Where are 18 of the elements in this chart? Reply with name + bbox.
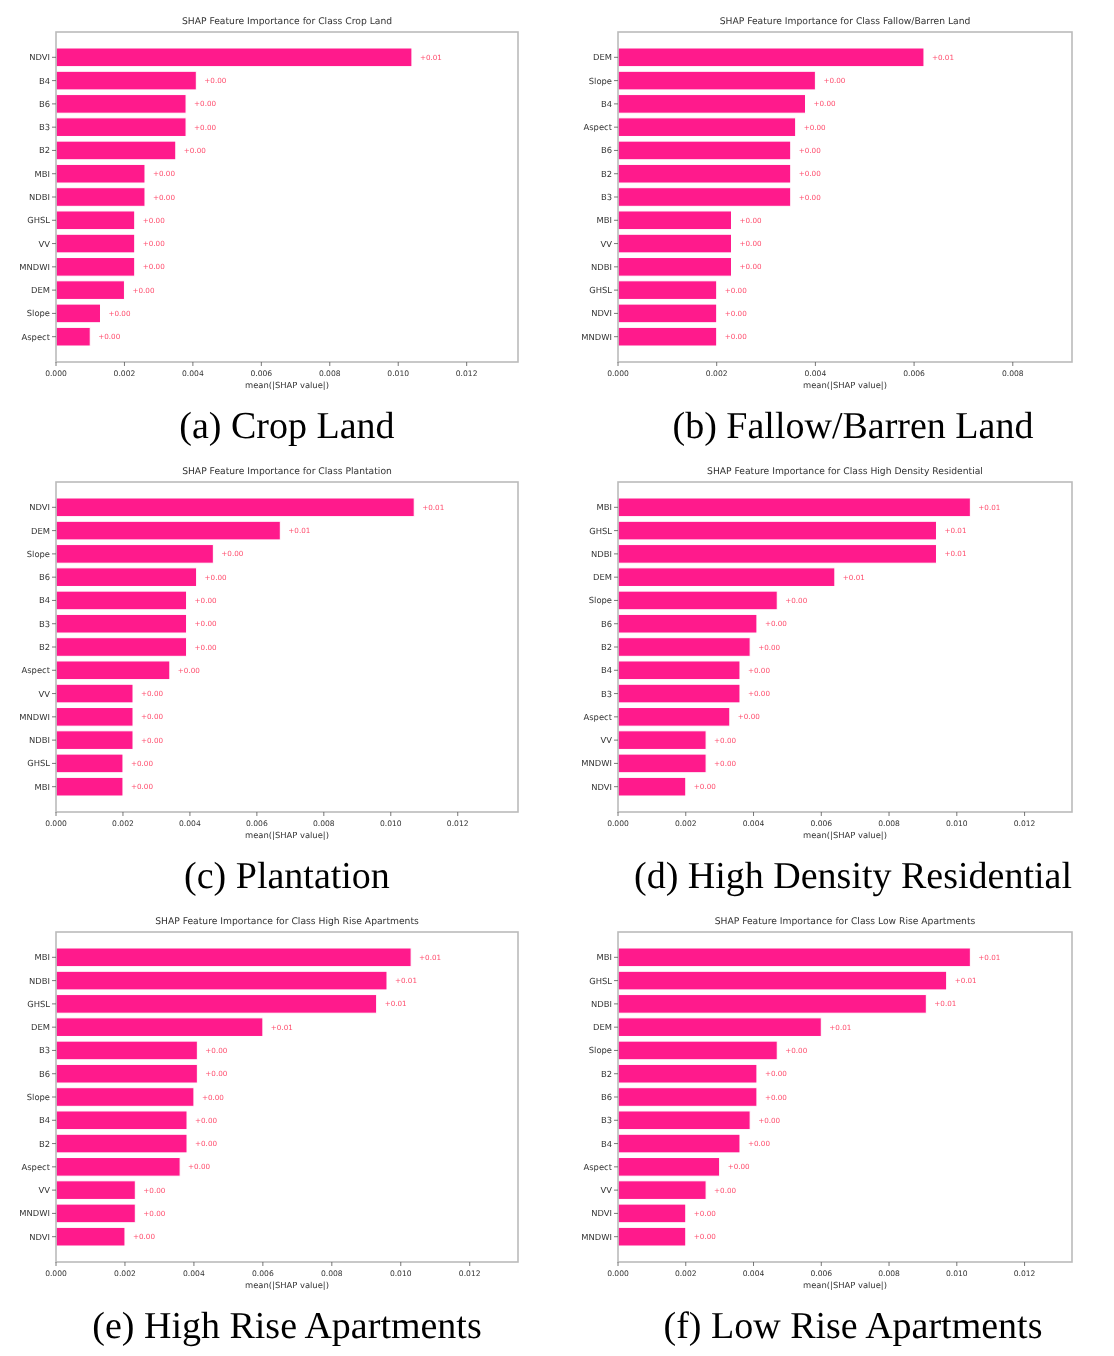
bar [617,1226,687,1247]
bar [617,47,925,68]
bar [617,326,718,347]
bar [55,1226,126,1247]
bar [55,326,91,347]
text: (a) Crop Land [179,406,396,448]
bar [55,947,412,968]
bar [617,497,971,518]
text: (e) High Rise Apartments [92,1306,482,1348]
text: (c) Plantation [184,856,391,898]
text: (d) High Density Residential [634,856,1072,898]
text: (f) Low Rise Apartments [663,1306,1043,1348]
bar [55,497,415,518]
bar [55,47,413,68]
bar [617,776,687,797]
text: (b) Fallow/Barren Land [672,406,1035,448]
bar [617,947,971,968]
bar [55,776,124,797]
